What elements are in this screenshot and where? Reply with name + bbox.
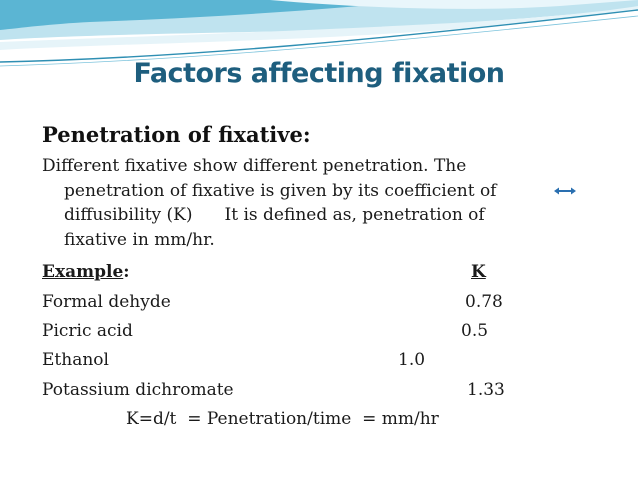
formula-line: K=d/t = Penetration/time = mm/hr (126, 409, 439, 429)
example-colon: : (123, 262, 130, 282)
fixative-name: Ethanol (42, 350, 109, 370)
section-heading: Penetration of fixative: (42, 122, 311, 147)
slide-title: Factors affecting fixation (133, 58, 505, 89)
fixative-name: Picric acid (42, 321, 133, 341)
paragraph-line: fixative in mm/hr. (64, 229, 215, 250)
fixative-name: Formal dehyde (42, 292, 171, 312)
paragraph-line-part: It is defined as, penetration of (224, 205, 485, 225)
paragraph-line-part: diffusibility (K) (64, 205, 193, 225)
paragraph-line: diffusibility (K) It is defined as, penet… (42, 203, 602, 228)
header-swoosh-decoration (0, 0, 638, 67)
description-paragraph: Different fixative show different penetr… (42, 154, 602, 252)
fixative-k-value: 0.5 (461, 321, 489, 341)
fixative-k-value: 0.78 (465, 292, 503, 312)
example-label: Example (42, 262, 124, 282)
fixative-k-value: 1.33 (467, 380, 505, 400)
paragraph-line: penetration of fixative is given by its … (64, 180, 497, 201)
double-arrow-icon (554, 187, 576, 195)
fixative-k-value: 1.0 (398, 350, 426, 370)
k-column-header: K (471, 262, 486, 282)
paragraph-line: Different fixative show different penetr… (42, 156, 467, 176)
fixative-name: Potassium dichromate (42, 380, 234, 400)
example-label-row: Example: (42, 262, 130, 282)
